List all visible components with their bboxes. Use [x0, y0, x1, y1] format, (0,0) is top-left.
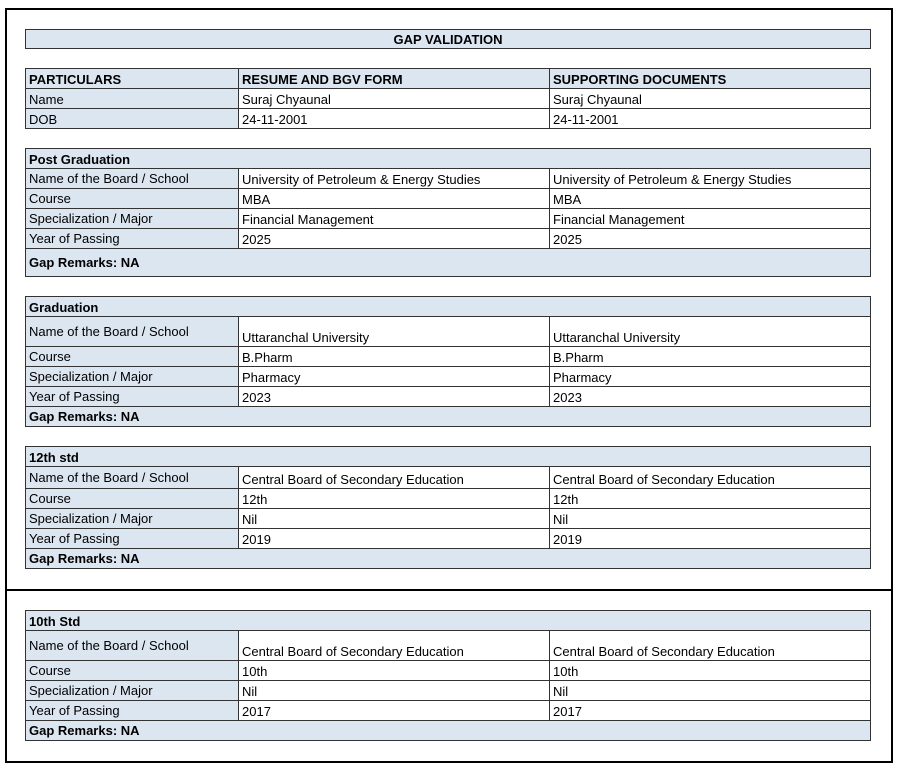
value-cell: Nil [549, 508, 871, 529]
label-cell: Specialization / Major [25, 366, 239, 387]
label-cell: DOB [25, 108, 239, 129]
gap-remarks: Gap Remarks: NA [25, 548, 871, 569]
value-cell: Nil [238, 680, 550, 701]
value-cell: 2023 [549, 386, 871, 407]
value-cell: Financial Management [238, 208, 550, 229]
section-heading: Graduation [25, 296, 871, 317]
title: GAP VALIDATION [25, 29, 871, 49]
value-cell: Nil [549, 680, 871, 701]
value-cell: Central Board of Secondary Education [238, 466, 550, 489]
value-cell: MBA [549, 188, 871, 209]
frame-bottom [5, 589, 893, 763]
label-cell: Year of Passing [25, 228, 239, 249]
label-cell: Year of Passing [25, 700, 239, 721]
label-cell: Name of the Board / School [25, 630, 239, 661]
label-cell: Specialization / Major [25, 208, 239, 229]
value-cell: Central Board of Secondary Education [549, 630, 871, 661]
column-header: PARTICULARS [25, 68, 239, 89]
value-cell: 12th [549, 488, 871, 509]
column-header: SUPPORTING DOCUMENTS [549, 68, 871, 89]
label-cell: Specialization / Major [25, 680, 239, 701]
label-cell: Year of Passing [25, 386, 239, 407]
section-heading: 10th Std [25, 610, 871, 631]
value-cell: Suraj Chyaunal [238, 88, 550, 109]
label-cell: Course [25, 660, 239, 681]
value-cell: 2017 [549, 700, 871, 721]
value-cell: Pharmacy [238, 366, 550, 387]
value-cell: 10th [238, 660, 550, 681]
section-heading: Post Graduation [25, 148, 871, 169]
value-cell: Central Board of Secondary Education [549, 466, 871, 489]
value-cell: B.Pharm [549, 346, 871, 367]
label-cell: Course [25, 488, 239, 509]
value-cell: 24-11-2001 [238, 108, 550, 129]
value-cell: 2023 [238, 386, 550, 407]
label-cell: Year of Passing [25, 528, 239, 549]
gap-remarks: Gap Remarks: NA [25, 248, 871, 277]
value-cell: 2019 [549, 528, 871, 549]
value-cell: Pharmacy [549, 366, 871, 387]
value-cell: 2017 [238, 700, 550, 721]
section-heading: 12th std [25, 446, 871, 467]
label-cell: Name of the Board / School [25, 168, 239, 189]
value-cell: 2025 [238, 228, 550, 249]
value-cell: Uttaranchal University [238, 316, 550, 347]
value-cell: B.Pharm [238, 346, 550, 367]
value-cell: 2025 [549, 228, 871, 249]
value-cell: Central Board of Secondary Education [238, 630, 550, 661]
value-cell: 24-11-2001 [549, 108, 871, 129]
gap-remarks: Gap Remarks: NA [25, 406, 871, 427]
label-cell: Course [25, 346, 239, 367]
column-header: RESUME AND BGV FORM [238, 68, 550, 89]
value-cell: Suraj Chyaunal [549, 88, 871, 109]
label-cell: Name [25, 88, 239, 109]
label-cell: Specialization / Major [25, 508, 239, 529]
value-cell: 10th [549, 660, 871, 681]
value-cell: University of Petroleum & Energy Studies [238, 168, 550, 189]
gap-remarks: Gap Remarks: NA [25, 720, 871, 741]
value-cell: Financial Management [549, 208, 871, 229]
value-cell: 2019 [238, 528, 550, 549]
label-cell: Name of the Board / School [25, 466, 239, 489]
value-cell: 12th [238, 488, 550, 509]
value-cell: Uttaranchal University [549, 316, 871, 347]
value-cell: MBA [238, 188, 550, 209]
value-cell: Nil [238, 508, 550, 529]
value-cell: University of Petroleum & Energy Studies [549, 168, 871, 189]
label-cell: Course [25, 188, 239, 209]
label-cell: Name of the Board / School [25, 316, 239, 347]
